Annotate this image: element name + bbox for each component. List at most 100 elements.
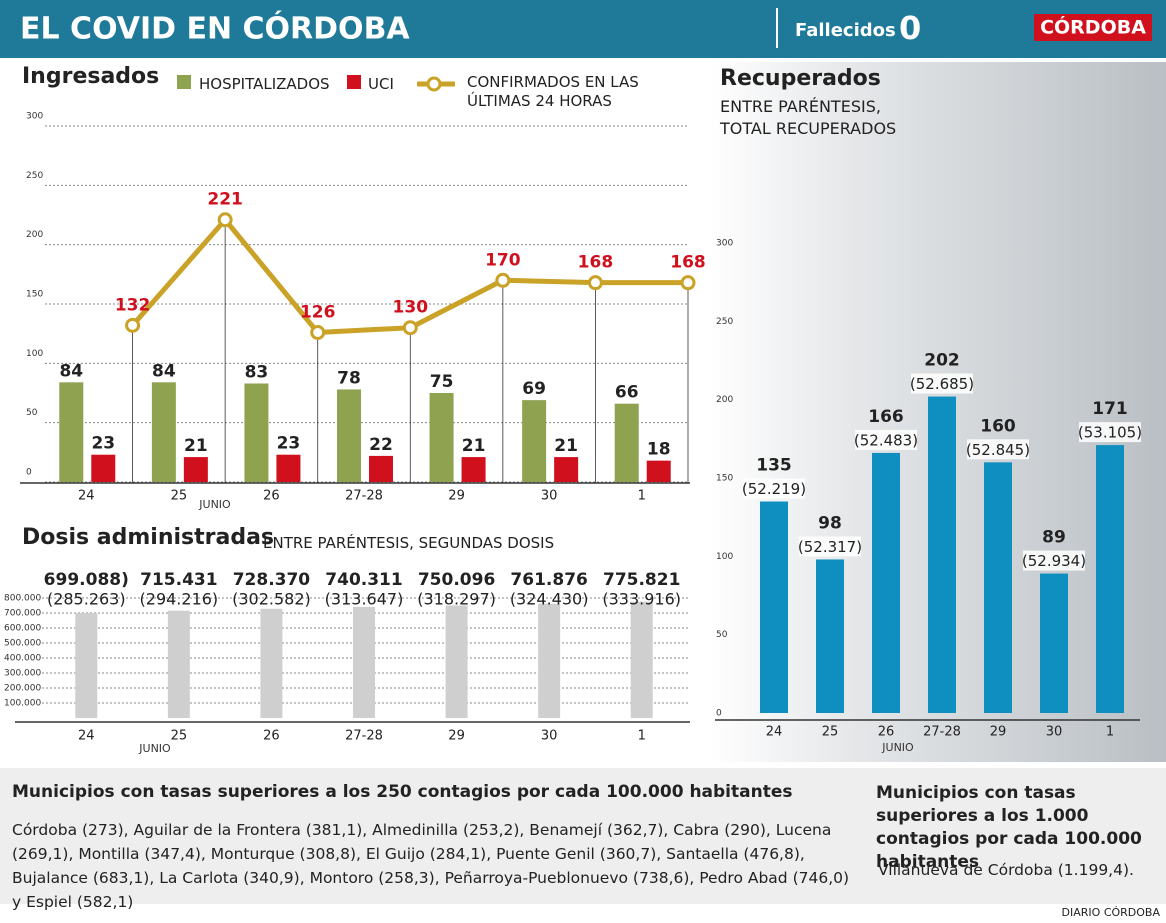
y-tick-label: 200.000 (4, 684, 41, 694)
x-axis-label: JUNIO (881, 741, 914, 754)
y-tick-label: 150 (716, 474, 733, 484)
y-tick-label: 600.000 (4, 624, 41, 634)
line-marker (310, 324, 326, 340)
x-tick-label: 26 (878, 725, 895, 740)
bar (260, 608, 283, 718)
data-label: 66 (615, 383, 639, 403)
x-tick-label: 29 (990, 725, 1007, 740)
bar (167, 610, 190, 718)
total-label: (52.934) (1022, 552, 1086, 570)
fallecidos-value: 0 (899, 9, 921, 47)
chart-title: Dosis administradas (22, 525, 275, 550)
x-tick-label: 24 (78, 729, 95, 744)
data-label: 750.096 (418, 570, 495, 590)
data-label: 132 (115, 295, 151, 315)
bar (91, 454, 116, 482)
label-box (855, 429, 917, 450)
data-label: 699.088) (44, 570, 129, 590)
x-tick-label: 24 (766, 725, 783, 740)
data-label: 21 (554, 436, 578, 456)
data-label: 84 (152, 361, 176, 381)
section-text: Villanueva de Córdoba (1.199,4). (878, 861, 1134, 879)
x-tick-label: 25 (822, 725, 839, 740)
x-axis-label: JUNIO (138, 742, 171, 755)
y-tick-label: 500.000 (4, 639, 41, 649)
y-tick-label: 50 (26, 408, 38, 418)
y-tick-label: 250 (26, 171, 43, 181)
y-tick-label: 100.000 (4, 699, 41, 709)
x-tick-label: 25 (171, 729, 188, 744)
bar (369, 455, 393, 482)
bar (538, 603, 561, 718)
second-dose-label: (324.430) (510, 590, 589, 609)
bottom-panel (0, 768, 1166, 904)
x-tick-label: 24 (78, 489, 95, 504)
y-tick-label: 250 (716, 317, 733, 327)
y-tick-label: 150 (26, 290, 43, 300)
data-label: 715.431 (140, 570, 217, 590)
bar (244, 383, 269, 482)
data-label: 83 (245, 363, 269, 383)
data-label: 22 (369, 435, 393, 455)
data-label: 728.370 (233, 570, 311, 590)
bar (183, 457, 208, 482)
y-tick-label: 200 (26, 230, 43, 240)
data-label: 23 (277, 434, 301, 454)
line-marker (680, 275, 696, 291)
total-label: (52.219) (742, 480, 806, 498)
data-label: 75 (430, 372, 454, 392)
x-tick-label: 1 (638, 489, 646, 504)
data-label: 171 (1092, 399, 1128, 419)
x-axis-label: JUNIO (198, 498, 231, 511)
y-tick-label: 100 (716, 552, 733, 562)
label-box (743, 478, 805, 499)
label-box (799, 536, 861, 557)
legend-swatch (177, 75, 191, 89)
data-label: 98 (818, 513, 842, 533)
second-dose-label: (294.216) (140, 590, 219, 609)
bar (445, 605, 468, 718)
x-tick-label: 30 (1046, 725, 1063, 740)
chart-subtitle: ENTRE PARÉNTESIS, TOTAL RECUPERADOS (720, 97, 897, 138)
label-box (1023, 550, 1085, 571)
bar (1040, 573, 1068, 713)
x-tick-label: 29 (448, 489, 465, 504)
x-tick-label: 30 (541, 729, 558, 744)
section-title: Municipios con tasas superiores a los 25… (12, 782, 793, 802)
x-tick-label: 27-28 (345, 729, 383, 744)
bar (276, 454, 301, 482)
legend-swatch (426, 76, 442, 92)
data-label: 126 (300, 302, 336, 322)
bar (353, 606, 375, 718)
y-tick-label: 800.000 (4, 594, 41, 604)
bar (984, 462, 1012, 713)
line-marker (217, 212, 233, 228)
y-tick-label: 300 (26, 112, 43, 122)
bar (522, 400, 547, 482)
x-tick-label: 30 (541, 489, 558, 504)
data-label: 221 (207, 190, 243, 210)
data-label: 166 (868, 407, 904, 427)
x-tick-label: 26 (263, 489, 280, 504)
data-label: 69 (522, 379, 546, 399)
y-tick-label: 400.000 (4, 654, 41, 664)
x-tick-label: 29 (448, 729, 465, 744)
y-tick-label: 0 (716, 709, 722, 719)
x-tick-label: 1 (638, 729, 646, 744)
y-tick-label: 0 (26, 468, 32, 478)
data-label: 84 (59, 361, 83, 381)
bar (614, 403, 639, 482)
second-dose-label: (313.647) (325, 590, 404, 609)
x-tick-label: 26 (263, 729, 280, 744)
y-tick-label: 50 (716, 630, 728, 640)
total-label: (52.483) (854, 431, 918, 449)
total-label: (52.845) (966, 441, 1030, 459)
bar (760, 501, 788, 713)
second-dose-label: (333.916) (602, 590, 681, 609)
data-label: 135 (756, 456, 792, 476)
header-bar (0, 0, 1166, 58)
header-title: EL COVID EN CÓRDOBA (20, 10, 410, 47)
legend-swatch (347, 75, 361, 89)
